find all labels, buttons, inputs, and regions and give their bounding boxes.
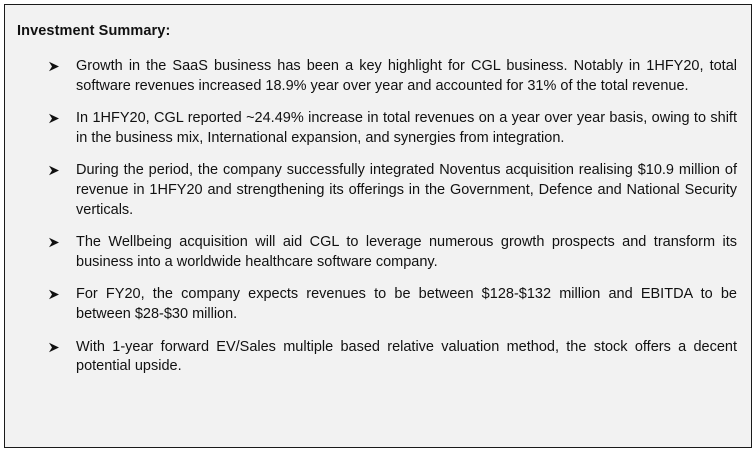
summary-bullet-item: With 1-year forward EV/Sales multiple ba… [5,338,751,377]
bullet-text: The Wellbeing acquisition will aid CGL t… [76,234,737,270]
arrowhead-bullet-icon [49,342,59,352]
summary-bullet-item: For FY20, the company expects revenues t… [5,285,751,324]
bullet-text: Growth in the SaaS business has been a k… [76,58,737,94]
bullet-text: In 1HFY20, CGL reported ~24.49% increase… [76,110,737,146]
investment-summary-box: Investment Summary: Growth in the SaaS b… [4,4,752,448]
arrowhead-bullet-icon [49,61,59,72]
arrowhead-bullet-icon [49,113,59,124]
summary-bullet-list: Growth in the SaaS business has been a k… [5,57,751,390]
arrowhead-bullet-icon [49,166,59,176]
summary-bullet-item: The Wellbeing acquisition will aid CGL t… [5,233,751,272]
summary-bullet-item: In 1HFY20, CGL reported ~24.49% increase… [5,109,751,148]
arrowhead-bullet-icon [49,237,59,248]
summary-bullet-item: During the period, the company successfu… [5,161,751,220]
bullet-text: For FY20, the company expects revenues t… [76,286,737,322]
bullet-text: With 1-year forward EV/Sales multiple ba… [76,338,737,375]
arrowhead-bullet-icon [49,290,59,300]
summary-heading: Investment Summary: [17,23,171,39]
summary-bullet-item: Growth in the SaaS business has been a k… [5,57,751,96]
bullet-text: During the period, the company successfu… [76,162,737,218]
